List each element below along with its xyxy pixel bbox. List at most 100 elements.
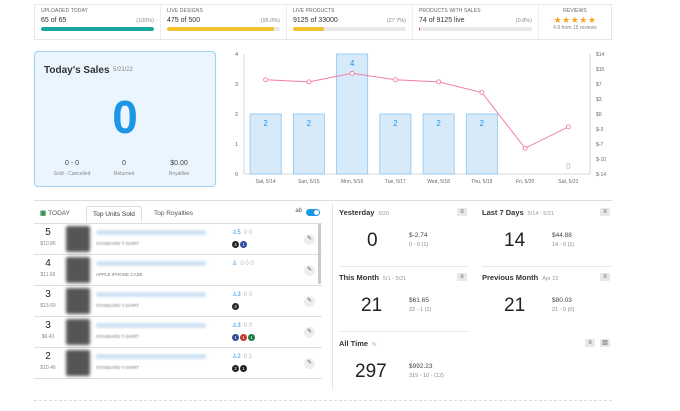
product-thumbnail[interactable] — [66, 257, 90, 283]
panel-this-month: This Month 5/1 - 5/21 ≡ 21 $61.65 22 - 1 … — [339, 273, 469, 328]
list-item[interactable]: 5 $10.86 STANDARD T-SHIRT ♙5 0 0 4 1 ✎ — [34, 224, 322, 255]
panel-last-7-days: Last 7 Days 5/14 - 5/21 ≡ 14 $44.88 14 - … — [482, 208, 612, 263]
list-item[interactable]: 4 $11.66 APPLE IPHONE CASE ♙ 0 0 0 ✎ — [34, 255, 322, 286]
list-menu-icon[interactable]: ≡ — [600, 208, 610, 216]
tab-today[interactable]: ▣ TODAY — [34, 206, 76, 222]
unit-qty: 3 — [45, 289, 51, 300]
list-menu-icon[interactable]: ≡ — [457, 273, 467, 281]
list-menu-icon[interactable]: ≡ — [457, 208, 467, 216]
person-icon: ♙ — [232, 230, 238, 236]
panel-divider — [339, 331, 469, 332]
bar — [292, 113, 325, 175]
unit-count: 2 — [237, 354, 241, 360]
list-menu-icon[interactable]: ≡ — [585, 339, 595, 347]
tab-top-royalties[interactable]: Top Royalties — [148, 206, 199, 222]
product-thumbnail[interactable] — [66, 350, 90, 376]
y-tick-label: 4 — [235, 52, 238, 58]
unit-price: $10.86 — [40, 241, 56, 247]
stat-live-products: Live Products 9125 of 33000 (27.7%) — [287, 5, 413, 39]
panel-title: All Time — [339, 339, 369, 348]
top-units-list: 5 $10.86 STANDARD T-SHIRT ♙5 0 0 4 1 ✎ 4 $11.66 AP… — [34, 223, 322, 381]
product-title-blurred[interactable] — [96, 292, 206, 297]
edit-icon[interactable]: ✎ — [304, 234, 315, 245]
list-item[interactable]: 3 $13.69 STANDARD T-SHIRT ♙3 0 0 3 ✎ — [34, 286, 322, 317]
royalty-point — [522, 145, 528, 151]
list-scrollbar[interactable] — [318, 224, 321, 284]
list-item[interactable]: 3 $6.43 STANDARD T-SHIRT ♙3 0 0 1 1 1 ✎ — [34, 317, 322, 348]
x-tick-label: Sat, 5/14 — [256, 179, 276, 185]
unit-price: $13.69 — [40, 303, 56, 309]
panel-royalties: $992.23 — [409, 363, 433, 370]
progress-fill — [167, 27, 275, 31]
panel-yesterday: Yesterday 5/20 ≡ 0 $-2.74 0 - 0 (1) — [339, 208, 469, 263]
tab-label: Top Royalties — [154, 210, 194, 217]
card-title: Today's Sales — [44, 65, 110, 76]
bar — [379, 113, 412, 175]
unit-qty: 5 — [45, 227, 51, 238]
marketplace-badge: 2 — [232, 365, 239, 372]
bar-chart-icon[interactable]: ▥ — [600, 339, 610, 347]
panel-previous-month: Previous Month Apr 22 ≡ 21 $80.03 21 - 0 … — [482, 273, 612, 328]
product-type: STANDARD T-SHIRT — [96, 303, 140, 308]
x-tick-label: Wed, 5/18 — [427, 179, 450, 185]
marketplace-badge: 1 — [240, 241, 247, 248]
product-title-blurred[interactable] — [96, 261, 206, 266]
stat-percent: (0.8%) — [515, 17, 532, 24]
progress-fill — [293, 27, 325, 31]
person-icon: ♙ — [232, 323, 238, 329]
stat-reviews[interactable]: Reviews ★★★★★ 4.8 from 15 reviews — [539, 5, 611, 39]
sold-cancelled-label: Sold - Cancelled — [53, 171, 91, 177]
panel-royalties: $61.65 — [409, 297, 429, 304]
other-counts: 0 0 0 — [240, 261, 254, 267]
product-type: STANDARD T-SHIRT — [96, 365, 140, 370]
edit-icon[interactable]: ✎ — [304, 265, 315, 276]
royalties: $0.00 Royalties — [149, 160, 209, 177]
royalty-point — [565, 124, 571, 130]
column-divider — [332, 204, 333, 389]
bar-label: 2 — [393, 119, 398, 128]
royalty-line — [265, 72, 569, 149]
display-toggle[interactable] — [306, 209, 320, 216]
product-thumbnail[interactable] — [66, 319, 90, 345]
panel-date: 5/20 — [378, 211, 390, 217]
bar-label: 2 — [436, 119, 441, 128]
panel-breakdown: 22 - 1 (1) — [409, 307, 432, 313]
list-item[interactable]: 2 $10.46 STANDARD T-SHIRT ♙2 0 1 2 1 ✎ — [34, 348, 322, 379]
stat-value: 74 of 9125 live — [419, 17, 465, 24]
x-tick-label: Tue, 5/17 — [385, 179, 406, 185]
other-counts: 0 1 — [243, 354, 253, 360]
sold-cancelled: 0 - 0 Sold - Cancelled — [42, 160, 102, 177]
bar-label: 2 — [307, 119, 312, 128]
sales-chart: 0 1 2 3 4 $-14 $-10 $-7 $-3 $0 $3 $7 $10 $14 2 Sat, 5/1… — [235, 52, 606, 185]
stat-label: Live Products — [293, 8, 335, 14]
product-thumbnail[interactable] — [66, 226, 90, 252]
stat-percent: (27.7%) — [386, 17, 406, 24]
product-title-blurred[interactable] — [96, 230, 206, 235]
product-thumbnail[interactable] — [66, 288, 90, 314]
edit-icon[interactable]: ✎ — [304, 327, 315, 338]
unit-price: $6.43 — [41, 334, 55, 340]
stat-label: Products With Sales — [419, 8, 481, 14]
x-tick-label: Thu, 5/19 — [471, 179, 492, 185]
edit-icon[interactable]: ✎ — [304, 358, 315, 369]
footer-divider — [34, 400, 612, 401]
panel-all-time: All Time ↻ ≡ ▥ 297 $992.23 319 - 10 - (12… — [339, 339, 612, 394]
product-title-blurred[interactable] — [96, 323, 206, 328]
refresh-icon[interactable]: ↻ — [372, 342, 377, 348]
progress-bar — [167, 27, 280, 31]
panel-count: 0 — [367, 230, 378, 251]
star-rating-icon: ★★★★★ — [553, 15, 597, 25]
y-tick-label-right: $7 — [596, 82, 602, 88]
stat-value: 9125 of 33000 — [293, 17, 338, 24]
tab-label: Top Units Sold — [93, 211, 135, 218]
section-divider — [34, 200, 612, 201]
stat-percent: (100%) — [136, 17, 154, 24]
marketplace-counts: ♙3 0 0 — [232, 322, 252, 329]
royalty-point — [306, 79, 312, 85]
list-menu-icon[interactable]: ≡ — [600, 273, 610, 281]
tab-top-units-sold[interactable]: Top Units Sold — [86, 206, 142, 222]
edit-icon[interactable]: ✎ — [304, 296, 315, 307]
product-title-blurred[interactable] — [96, 354, 206, 359]
